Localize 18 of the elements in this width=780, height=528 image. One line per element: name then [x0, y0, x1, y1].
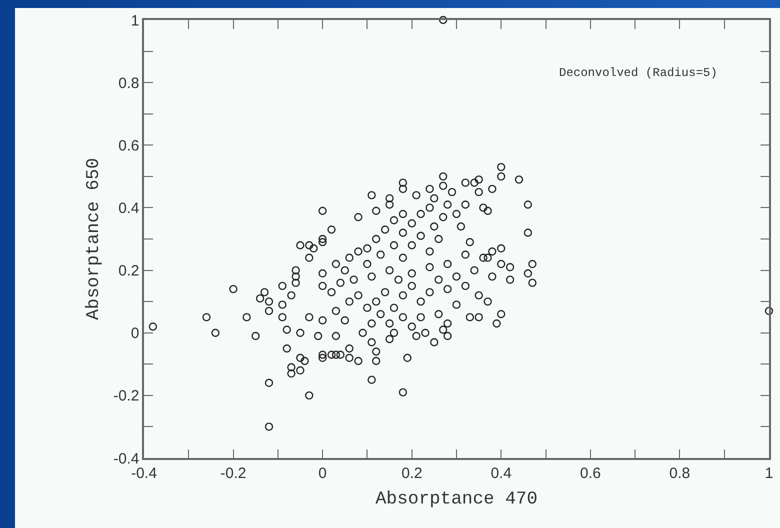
- x-axis-title: Absorptance 470: [375, 489, 538, 510]
- y-tick-label: 0.4: [118, 200, 140, 217]
- x-tick-label: 0.2: [401, 464, 422, 482]
- y-tick-label: 0: [130, 325, 140, 342]
- x-tick-label: 0.4: [490, 464, 512, 482]
- y-tick-label: 0.6: [118, 137, 140, 154]
- x-tick-label: 0.8: [669, 464, 690, 482]
- x-tick-label: 0.6: [580, 464, 601, 482]
- x-tick-label: 0: [318, 464, 327, 482]
- x-tick-label: 1: [764, 464, 774, 482]
- y-tick-label: 0.2: [118, 262, 140, 280]
- y-tick-label: -0.2: [113, 388, 140, 405]
- x-tick-label: -0.2: [220, 464, 246, 482]
- y-tick-label: 1: [130, 12, 140, 30]
- annotation: Deconvolved (Radius=5): [559, 66, 718, 80]
- y-tick-label: 0.8: [118, 74, 140, 92]
- y-axis-title: Absorptance 650: [84, 158, 104, 320]
- y-tick-label: -0.4: [113, 450, 140, 468]
